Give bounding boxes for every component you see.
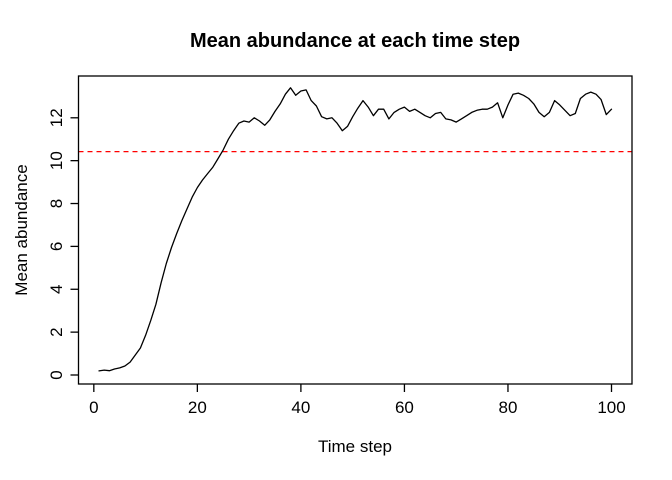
y-tick-label: 8: [47, 199, 66, 208]
axis-ticks: 0 20 40 60 80 100 0 2 4 6 8 10 12: [47, 108, 626, 417]
plot-box-layer: [77, 75, 633, 385]
y-tick-label: 4: [47, 285, 66, 294]
y-tick-label: 2: [47, 327, 66, 336]
y-axis-label: Mean abundance: [12, 164, 31, 295]
data-series-layer: [98, 87, 613, 372]
y-tick-label: 0: [47, 370, 66, 379]
y-tick-label: 6: [47, 242, 66, 251]
plot-box: [77, 75, 633, 385]
x-axis-label: Time step: [318, 437, 392, 456]
x-tick-label: 100: [597, 398, 625, 417]
y-tick-label: 12: [47, 108, 66, 127]
x-tick-label: 20: [188, 398, 207, 417]
x-tick-label: 40: [291, 398, 310, 417]
chart-title: Mean abundance at each time step: [190, 30, 520, 52]
abundance-line: [98, 87, 613, 372]
x-tick-label: 80: [499, 398, 518, 417]
x-tick-label: 0: [89, 398, 98, 417]
x-tick-label: 60: [395, 398, 414, 417]
y-tick-label: 10: [47, 151, 66, 170]
